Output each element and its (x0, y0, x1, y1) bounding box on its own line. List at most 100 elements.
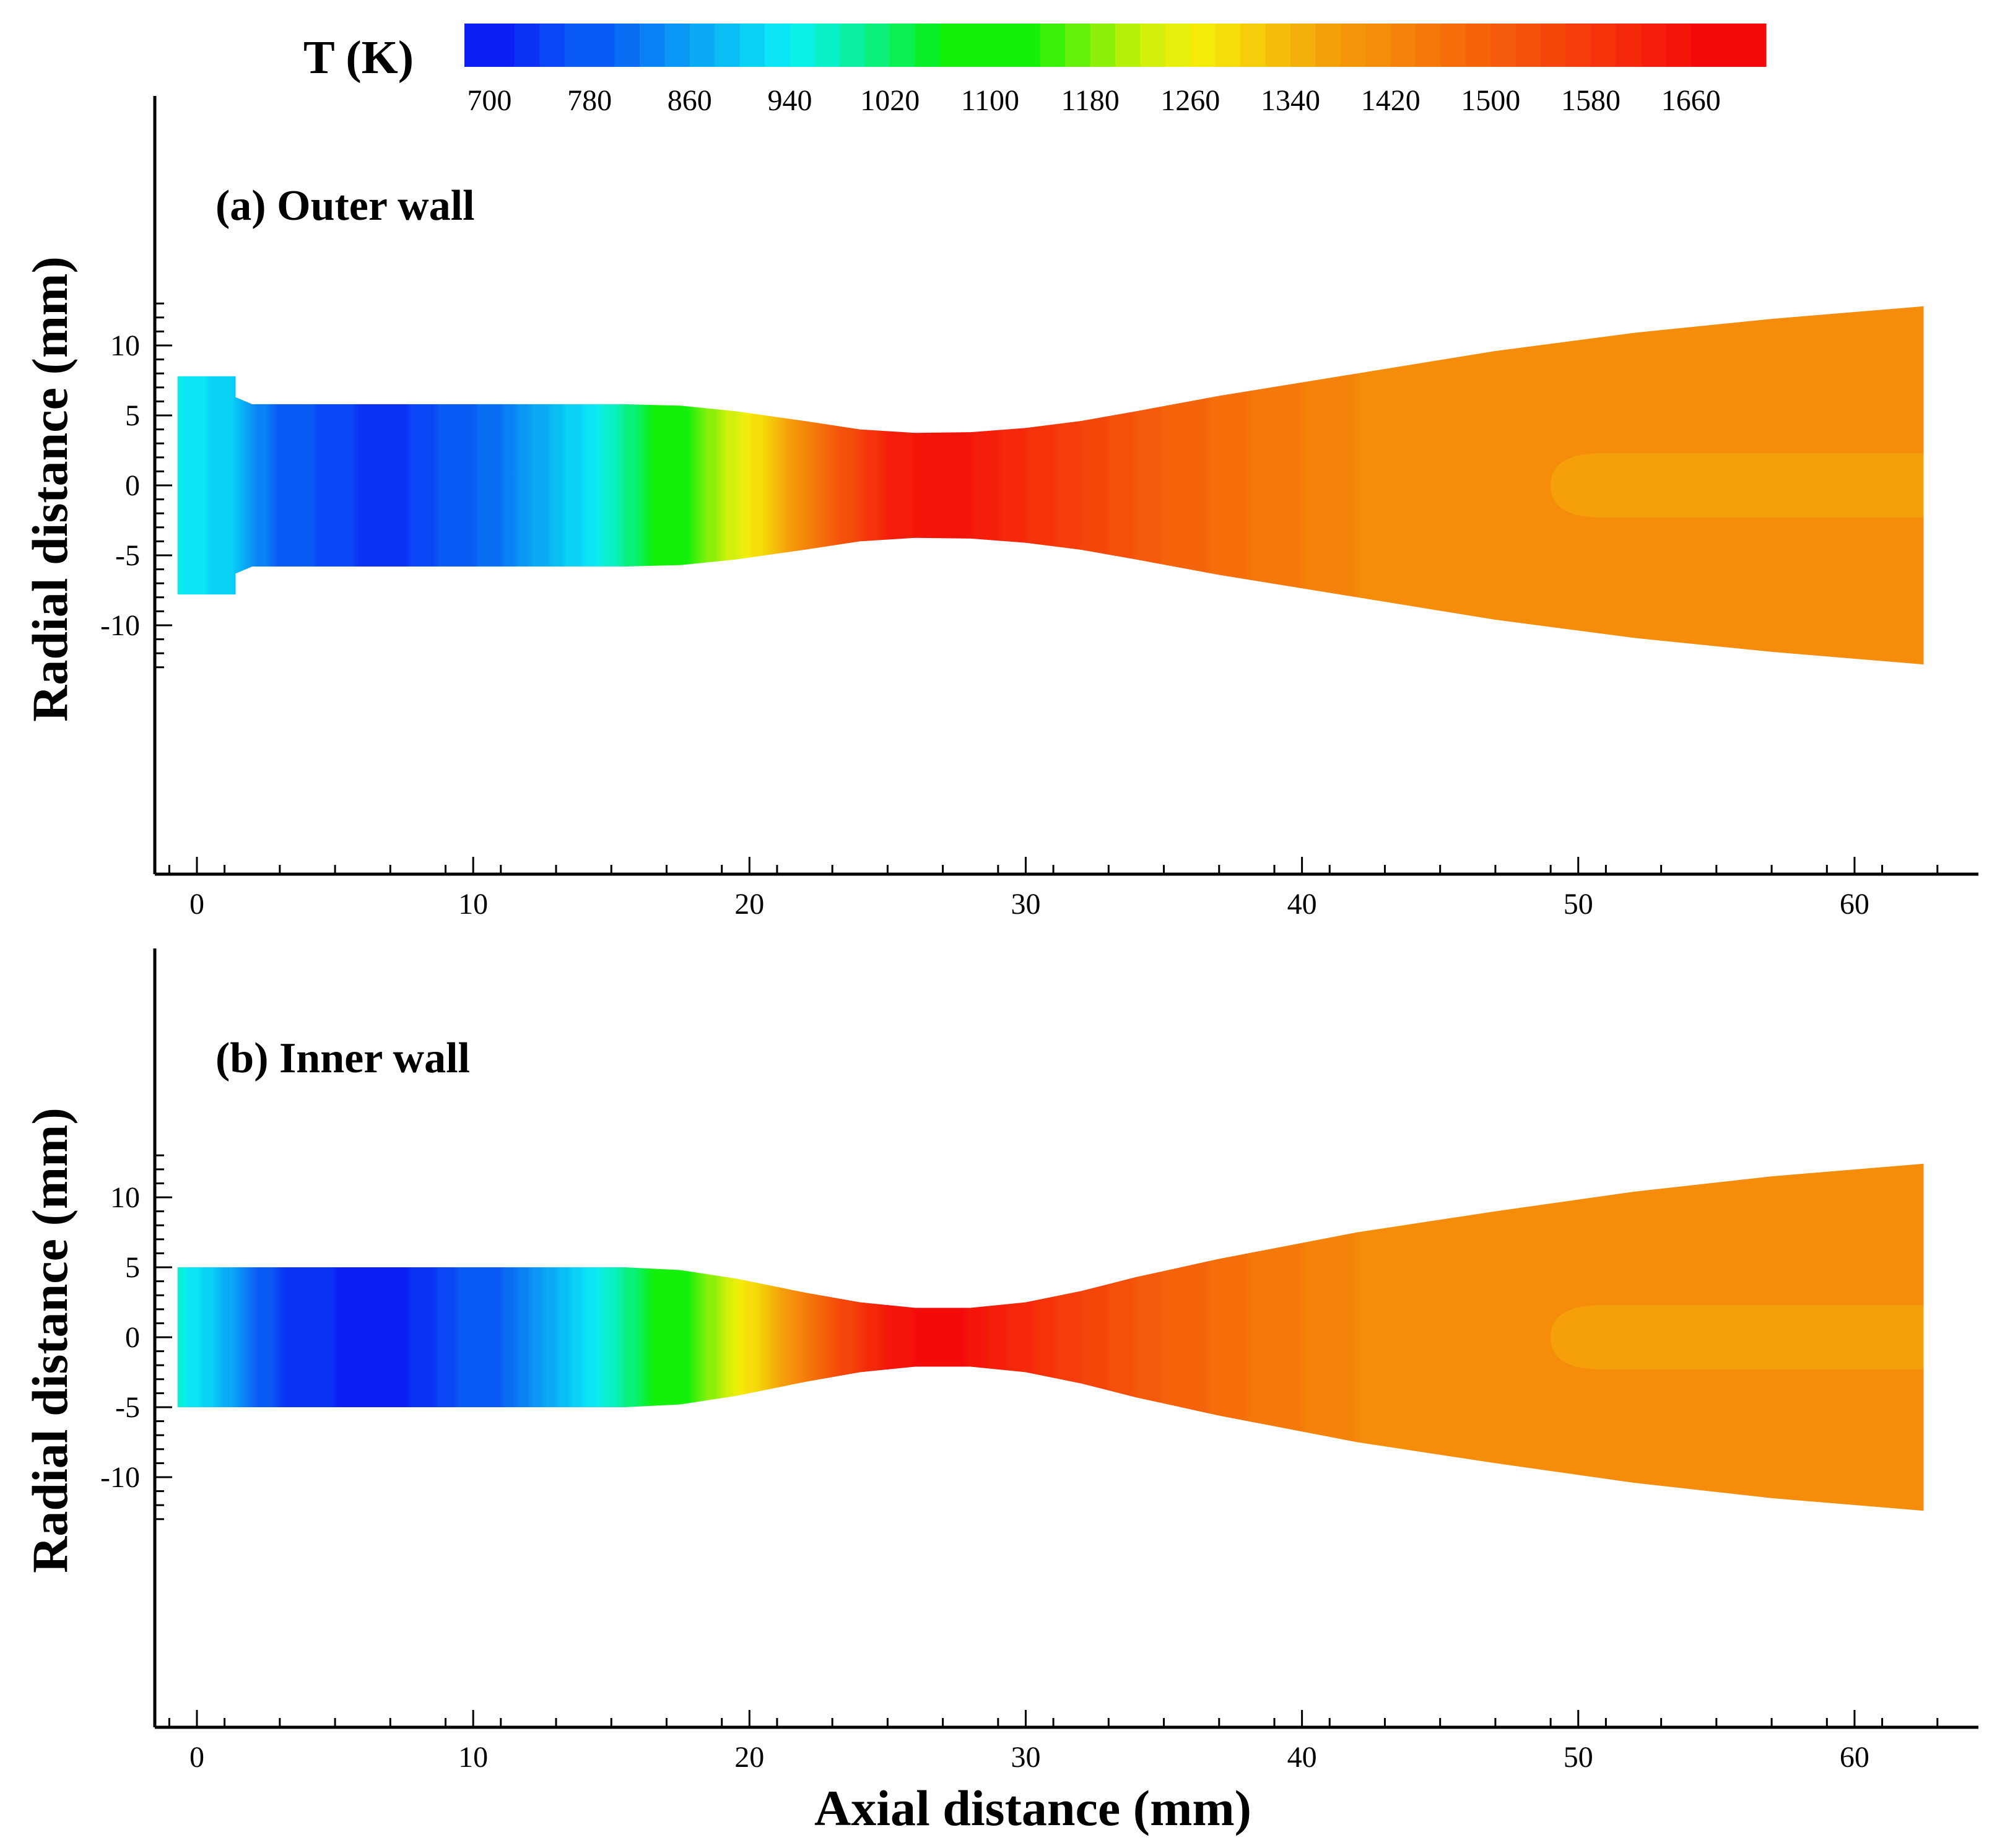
colorbar-cell (790, 24, 816, 67)
colorbar-cell (1290, 24, 1316, 67)
x-tick-label: 0 (189, 888, 204, 921)
colorbar-tick-label: 1180 (1061, 84, 1119, 117)
colorbar-cells (464, 24, 1767, 67)
colorbar-tick-label: 1020 (860, 84, 920, 117)
colorbar-tick-label: 1100 (961, 84, 1019, 117)
colorbar-tick-label: 1500 (1461, 84, 1520, 117)
colorbar-cell (1541, 24, 1567, 67)
colorbar-cell (590, 24, 616, 67)
colorbar-cell (840, 24, 866, 67)
panel-label-inner-wall: (b) Inner wall (215, 1035, 470, 1082)
colorbar-tick-label: 860 (668, 84, 712, 117)
colorbar-tick-label: 940 (768, 84, 812, 117)
colorbar-cell (990, 24, 1016, 67)
y-tick-label: -5 (115, 1391, 140, 1424)
colorbar-cell (715, 24, 741, 67)
x-tick-label: 10 (458, 1741, 488, 1774)
colorbar-cell (489, 24, 515, 67)
colorbar-tick-label: 1340 (1261, 84, 1320, 117)
core-region-inner-wall (1551, 1305, 1924, 1369)
colorbar-tick-label: 1660 (1661, 84, 1721, 117)
colorbar-tick-label: 1420 (1361, 84, 1421, 117)
colorbar-cell (539, 24, 565, 67)
colorbar-cell (514, 24, 540, 67)
x-tick-label: 60 (1840, 888, 1869, 921)
axes-outer-wall: -10 -5 0 5 10 0 10 20 30 40 50 60 (100, 96, 1978, 921)
colorbar-cell (564, 24, 590, 67)
colorbar-cell (640, 24, 665, 67)
colorbar-cell (1190, 24, 1216, 67)
y-tick-label: -5 (115, 539, 140, 572)
colorbar-cell (1591, 24, 1616, 67)
colorbar-cell (1390, 24, 1416, 67)
x-tick-label: 20 (734, 1741, 764, 1774)
axes-inner-wall: -10 -5 0 5 10 0 10 20 30 40 50 60 (100, 948, 1978, 1774)
x-tick-label: 30 (1011, 1741, 1040, 1774)
colorbar-cell (1416, 24, 1442, 67)
colorbar-cell (1040, 24, 1066, 67)
colorbar-cell (1690, 24, 1716, 67)
x-tick-label: 40 (1287, 888, 1317, 921)
x-tick-label: 30 (1011, 888, 1040, 921)
colorbar-cell (664, 24, 690, 67)
colorbar-cell (1515, 24, 1541, 67)
y-axis-title-outer-wall: Radial distance (mm) (22, 256, 78, 722)
colorbar-cell (1490, 24, 1516, 67)
colorbar-cell (1440, 24, 1466, 67)
colorbar-cell (1716, 24, 1742, 67)
colorbar-cell (864, 24, 890, 67)
y-tick-label: 5 (125, 1251, 140, 1284)
colorbar-cell (1215, 24, 1241, 67)
colorbar-cell (1240, 24, 1266, 67)
colorbar-tick-labels: 700 780 860 940 1020 1100 1180 1260 1340 1420 1500… (467, 84, 1720, 117)
colorbar-cell (1265, 24, 1291, 67)
colorbar-cell (1340, 24, 1366, 67)
core-region-outer-wall (1551, 453, 1924, 518)
y-tick-label: -10 (100, 1461, 140, 1494)
x-axis-title: Axial distance (mm) (814, 1780, 1251, 1836)
colorbar-cell (1140, 24, 1166, 67)
colorbar-cell (1015, 24, 1041, 67)
x-tick-label: 50 (1564, 888, 1593, 921)
colorbar-cell (1115, 24, 1141, 67)
colorbar: T (K) 700 780 860 940 1020 1100 1180 1260 1340 14… (303, 24, 1767, 117)
y-tick-label: 0 (125, 469, 140, 502)
colorbar-cell (1315, 24, 1341, 67)
colorbar-cell (1640, 24, 1666, 67)
y-tick-label: 5 (125, 399, 140, 432)
colorbar-tick-label: 1580 (1561, 84, 1621, 117)
colorbar-cell (1090, 24, 1116, 67)
panel-inner-wall: -10 -5 0 5 10 0 10 20 30 40 50 60 (b) Inner wall Ra… (22, 948, 1978, 1774)
y-axis-title-inner-wall: Radial distance (mm) (22, 1108, 78, 1573)
colorbar-tick-label: 1260 (1160, 84, 1220, 117)
colorbar-cell (890, 24, 916, 67)
colorbar-cell (940, 24, 965, 67)
colorbar-tick-label: 780 (567, 84, 612, 117)
colorbar-cell (1465, 24, 1491, 67)
x-tick-label: 20 (734, 888, 764, 921)
colorbar-cell (1365, 24, 1391, 67)
x-tick-label: 60 (1840, 1741, 1869, 1774)
colorbar-cell (965, 24, 991, 67)
y-tick-label: 0 (125, 1321, 140, 1354)
colorbar-cell (464, 24, 490, 67)
y-tick-label: -10 (100, 609, 140, 642)
colorbar-cell (1666, 24, 1692, 67)
colorbar-cell (1741, 24, 1767, 67)
panel-label-outer-wall: (a) Outer wall (215, 182, 475, 230)
x-tick-label: 50 (1564, 1741, 1593, 1774)
x-tick-label: 10 (458, 888, 488, 921)
colorbar-cell (814, 24, 840, 67)
colorbar-cell (614, 24, 640, 67)
colorbar-cell (739, 24, 765, 67)
colorbar-cell (689, 24, 715, 67)
colorbar-cell (1565, 24, 1591, 67)
y-tick-label: 10 (110, 1181, 140, 1214)
panel-outer-wall: -10 -5 0 5 10 0 10 20 30 40 50 60 (a) Outer wall Ra… (22, 96, 1978, 921)
x-tick-label: 0 (189, 1741, 204, 1774)
colorbar-cell (765, 24, 791, 67)
colorbar-title: T (K) (303, 32, 414, 84)
colorbar-cell (915, 24, 941, 67)
x-tick-label: 40 (1287, 1741, 1317, 1774)
